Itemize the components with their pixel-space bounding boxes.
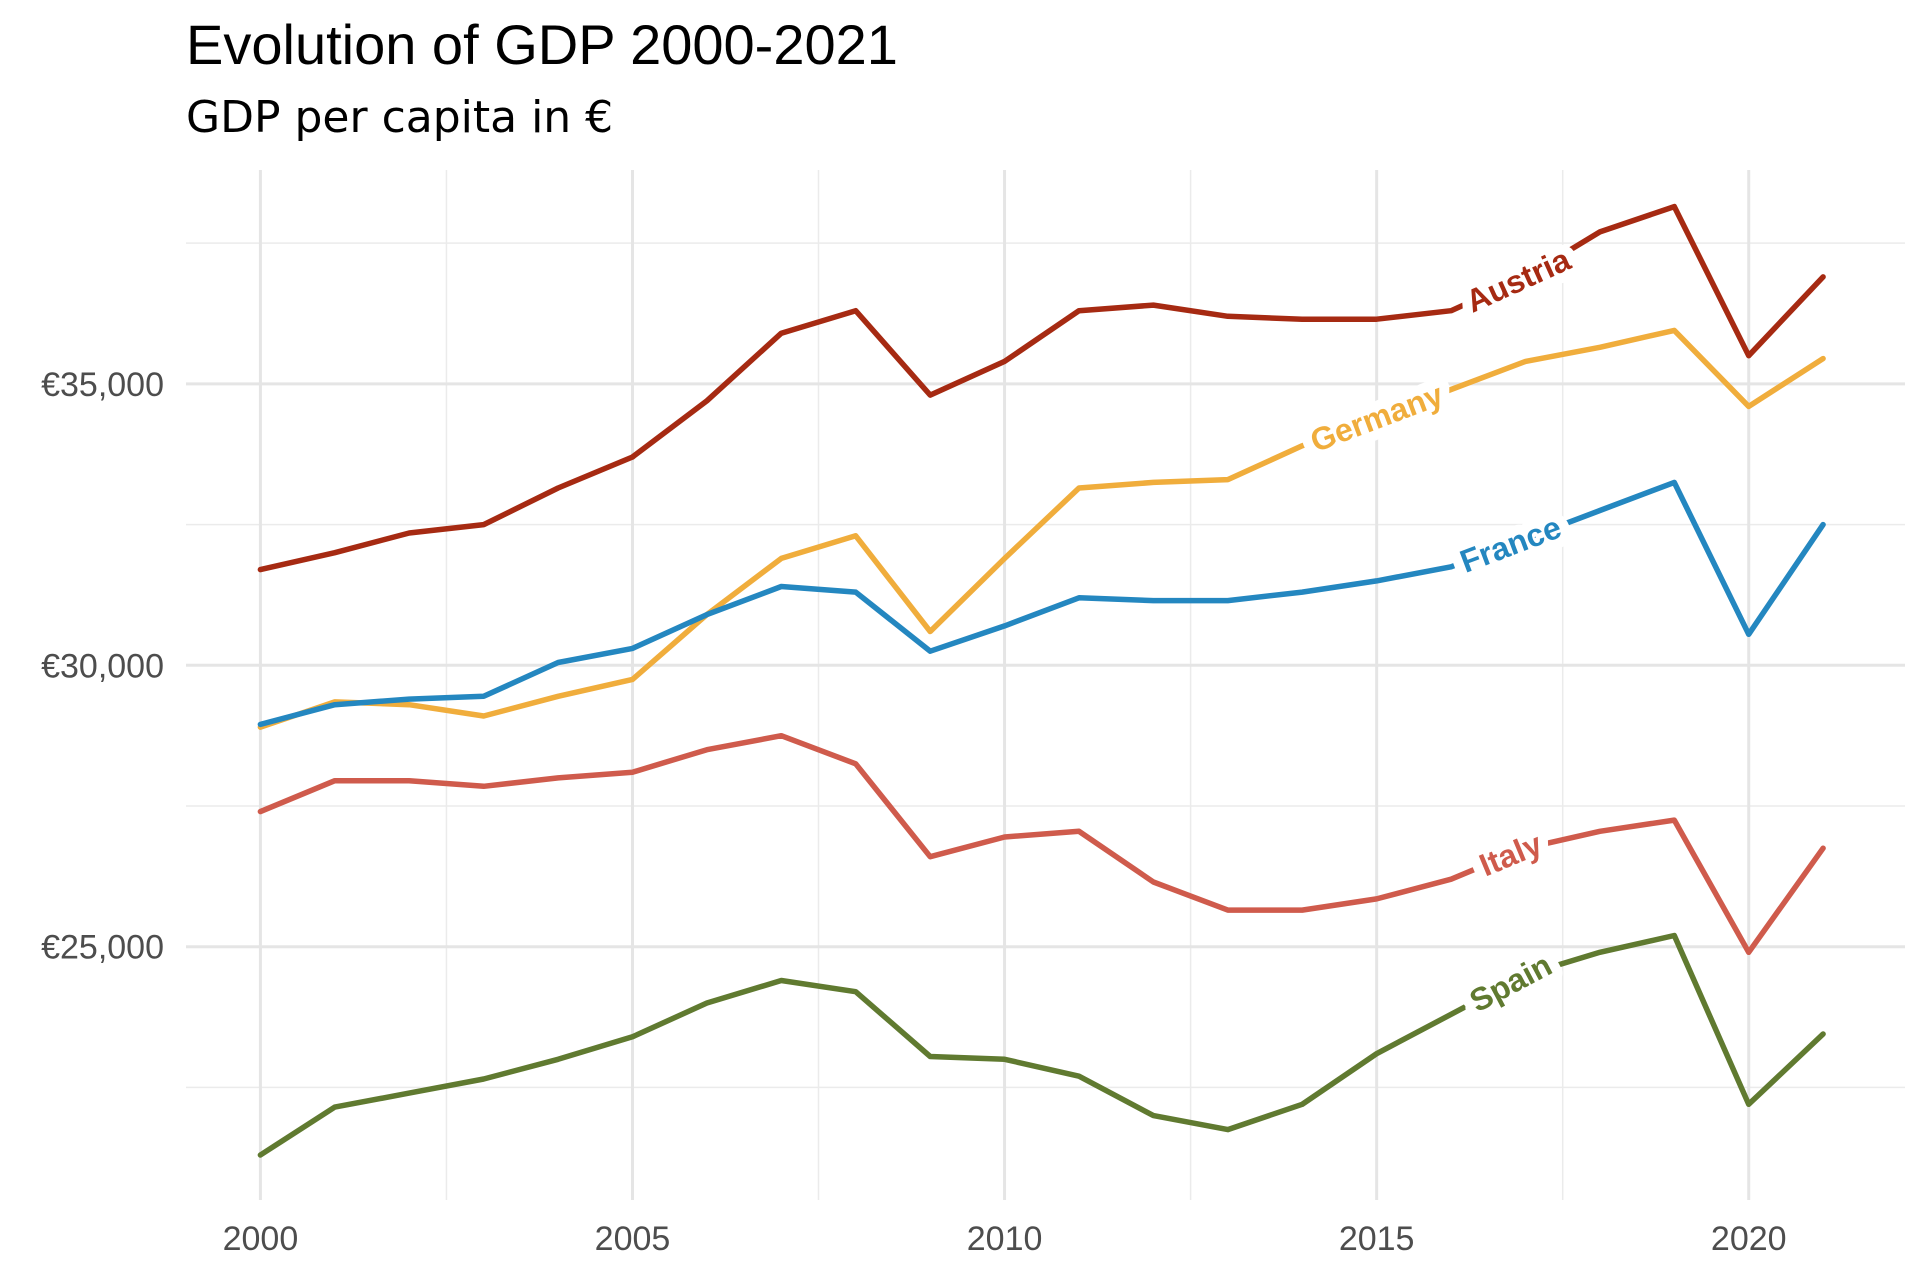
series-lines	[257, 203, 1826, 1158]
y-axis-tick-labels: €25,000 €30,000 €35,000	[41, 366, 164, 967]
series-line-germany	[257, 327, 1826, 730]
series-line-spain	[257, 932, 1826, 1158]
chart-title: Evolution of GDP 2000-2021	[186, 13, 898, 76]
minor-gridlines	[186, 170, 1905, 1200]
chart-subtitle: GDP per capita in €	[186, 92, 614, 143]
series-line-austria	[257, 203, 1826, 573]
x-tick-label: 2005	[595, 1220, 671, 1258]
x-tick-label: 2010	[967, 1220, 1043, 1258]
x-tick-label: 2020	[1711, 1220, 1787, 1258]
series-line-italy	[257, 732, 1826, 956]
y-tick-label: €35,000	[41, 366, 164, 404]
x-axis-tick-labels: 2000 2005 2010 2015 2020	[223, 1220, 1787, 1258]
series-label-france: France	[1455, 509, 1566, 580]
y-tick-label: €30,000	[41, 647, 164, 685]
series-label-italy: Italy	[1474, 825, 1547, 883]
major-gridlines	[186, 170, 1905, 1200]
series-line-france	[257, 479, 1826, 728]
x-tick-label: 2000	[223, 1220, 299, 1258]
series-label-austria: Austria	[1460, 241, 1575, 319]
y-tick-label: €25,000	[41, 929, 164, 967]
x-tick-label: 2015	[1339, 1220, 1415, 1258]
series-label-spain: Spain	[1464, 946, 1558, 1019]
